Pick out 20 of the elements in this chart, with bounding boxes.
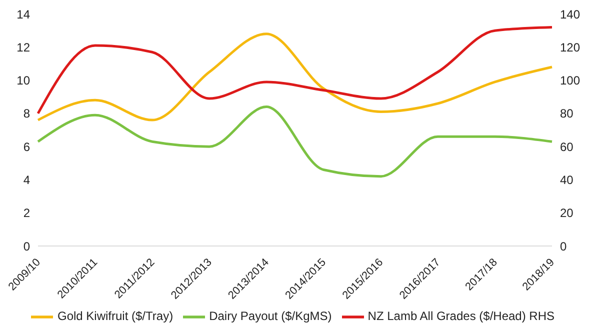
y2-tick-label: 0 — [560, 239, 567, 254]
y2-tick-label: 120 — [560, 40, 580, 54]
legend-label: Gold Kiwifruit ($/Tray) — [57, 309, 174, 324]
y2-tick-label: 20 — [560, 206, 574, 220]
y-tick-label: 4 — [23, 172, 30, 187]
y-tick-label: 14 — [16, 7, 30, 22]
y-tick-label: 10 — [16, 74, 30, 88]
legend-label: NZ Lamb All Grades ($/Head) RHS — [368, 309, 555, 324]
y-tick-label: 12 — [16, 40, 30, 54]
y2-tick-label: 100 — [560, 74, 580, 88]
legend-label: Dairy Payout ($/KgMS) — [209, 309, 332, 324]
line-series — [36, 106, 554, 178]
y2-tick-label: 140 — [560, 7, 580, 22]
y-tick-label: 8 — [23, 106, 30, 121]
y-tick-label: 6 — [23, 140, 30, 154]
y-tick-label: 2 — [23, 206, 30, 220]
y2-tick-label: 60 — [560, 140, 574, 154]
y-tick-label: 0 — [23, 239, 30, 254]
y2-tick-label: 80 — [560, 106, 574, 121]
y2-tick-label: 40 — [560, 172, 574, 187]
